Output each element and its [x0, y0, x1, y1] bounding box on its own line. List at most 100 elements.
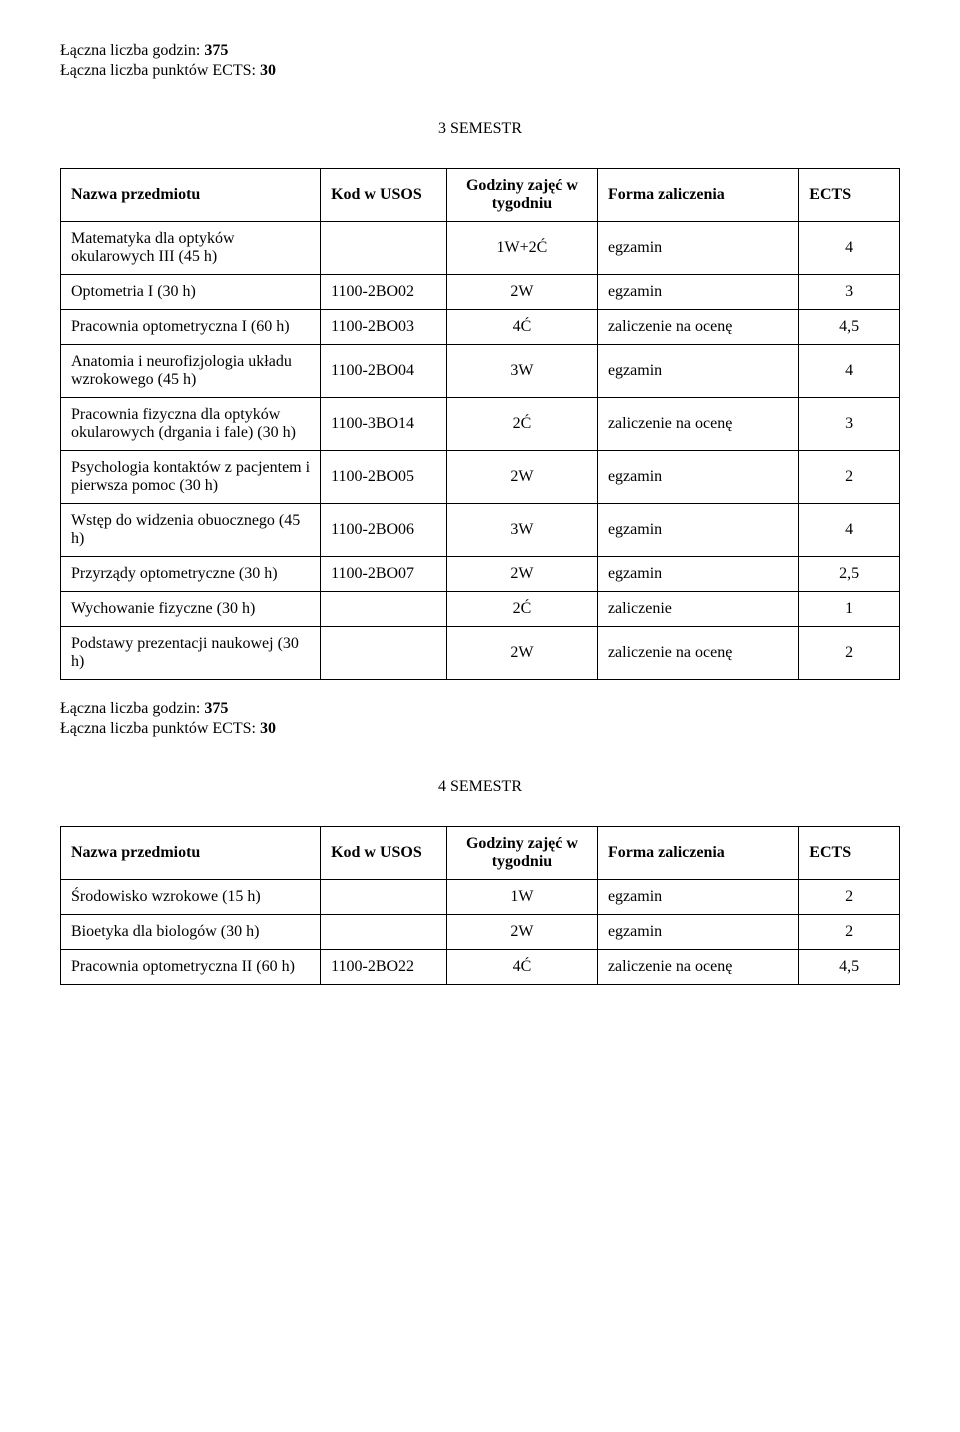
cell-forma: egzamin [597, 557, 798, 592]
col-header-kod: Kod w USOS [321, 827, 447, 880]
cell-name: Matematyka dla optyków okularowych III (… [61, 222, 321, 275]
semester4-table: Nazwa przedmiotu Kod w USOS Godziny zaję… [60, 826, 900, 985]
col-header-godz: Godziny zajęć w tygodniu [446, 827, 597, 880]
cell-godz: 1W [446, 880, 597, 915]
summary-hours-line: Łączna liczba godzin: 375 [60, 42, 900, 60]
cell-ects: 4,5 [799, 310, 900, 345]
summary-hours-value: 375 [204, 700, 228, 717]
col-header-name: Nazwa przedmiotu [61, 827, 321, 880]
cell-godz: 2W [446, 451, 597, 504]
cell-ects: 3 [799, 275, 900, 310]
semester4-heading: 4 SEMESTR [60, 778, 900, 796]
cell-ects: 4 [799, 222, 900, 275]
table-row: Anatomia i neurofizjologia układu wzroko… [61, 345, 900, 398]
cell-name: Podstawy prezentacji naukowej (30 h) [61, 627, 321, 680]
cell-forma: zaliczenie na ocenę [597, 310, 798, 345]
cell-kod: 1100-2BO02 [321, 275, 447, 310]
cell-godz: 4Ć [446, 310, 597, 345]
table-header-row: Nazwa przedmiotu Kod w USOS Godziny zaję… [61, 827, 900, 880]
cell-ects: 2,5 [799, 557, 900, 592]
table-row: Przyrządy optometryczne (30 h)1100-2BO07… [61, 557, 900, 592]
summary-hours-value: 375 [204, 42, 228, 59]
semester3-heading: 3 SEMESTR [60, 120, 900, 138]
cell-kod [321, 592, 447, 627]
table-row: Psychologia kontaktów z pacjentem i pier… [61, 451, 900, 504]
table-row: Pracownia optometryczna II (60 h)1100-2B… [61, 950, 900, 985]
cell-ects: 2 [799, 880, 900, 915]
cell-name: Wychowanie fizyczne (30 h) [61, 592, 321, 627]
cell-forma: egzamin [597, 345, 798, 398]
summary-ects-value: 30 [260, 62, 276, 79]
cell-name: Optometria I (30 h) [61, 275, 321, 310]
col-header-kod: Kod w USOS [321, 169, 447, 222]
summary-ects-label: Łączna liczba punktów ECTS: [60, 62, 256, 79]
cell-kod: 1100-2BO06 [321, 504, 447, 557]
cell-ects: 2 [799, 915, 900, 950]
cell-kod: 1100-2BO07 [321, 557, 447, 592]
cell-name: Przyrządy optometryczne (30 h) [61, 557, 321, 592]
cell-ects: 3 [799, 398, 900, 451]
cell-godz: 3W [446, 345, 597, 398]
table-row: Optometria I (30 h)1100-2BO022Wegzamin3 [61, 275, 900, 310]
cell-kod: 1100-2BO04 [321, 345, 447, 398]
col-header-ects: ECTS [799, 827, 900, 880]
cell-ects: 2 [799, 627, 900, 680]
cell-forma: egzamin [597, 504, 798, 557]
summary-hours-label: Łączna liczba godzin: [60, 700, 200, 717]
cell-name: Pracownia optometryczna I (60 h) [61, 310, 321, 345]
cell-godz: 2W [446, 627, 597, 680]
cell-godz: 2W [446, 915, 597, 950]
cell-forma: zaliczenie na ocenę [597, 627, 798, 680]
semester3-table: Nazwa przedmiotu Kod w USOS Godziny zaję… [60, 168, 900, 680]
cell-name: Pracownia fizyczna dla optyków okularowy… [61, 398, 321, 451]
table-row: Podstawy prezentacji naukowej (30 h) 2Wza… [61, 627, 900, 680]
cell-godz: 3W [446, 504, 597, 557]
cell-name: Środowisko wzrokowe (15 h) [61, 880, 321, 915]
cell-kod [321, 627, 447, 680]
cell-godz: 2Ć [446, 592, 597, 627]
cell-forma: egzamin [597, 880, 798, 915]
summary-ects-value: 30 [260, 720, 276, 737]
cell-godz: 2W [446, 275, 597, 310]
col-header-godz: Godziny zajęć w tygodniu [446, 169, 597, 222]
cell-forma: egzamin [597, 275, 798, 310]
cell-ects: 4 [799, 345, 900, 398]
cell-kod [321, 915, 447, 950]
col-header-forma: Forma zaliczenia [597, 827, 798, 880]
table-row: Pracownia optometryczna I (60 h)1100-2BO… [61, 310, 900, 345]
cell-ects: 1 [799, 592, 900, 627]
cell-forma: zaliczenie na ocenę [597, 950, 798, 985]
summary-ects-label: Łączna liczba punktów ECTS: [60, 720, 256, 737]
cell-name: Psychologia kontaktów z pacjentem i pier… [61, 451, 321, 504]
table-row: Bioetyka dla biologów (30 h) 2Wegzamin2 [61, 915, 900, 950]
cell-godz: 2Ć [446, 398, 597, 451]
cell-godz: 2W [446, 557, 597, 592]
summary-hours-line: Łączna liczba godzin: 375 [60, 700, 900, 718]
summary-hours-label: Łączna liczba godzin: [60, 42, 200, 59]
cell-ects: 2 [799, 451, 900, 504]
cell-forma: egzamin [597, 915, 798, 950]
cell-kod: 1100-2BO05 [321, 451, 447, 504]
summary-ects-line: Łączna liczba punktów ECTS: 30 [60, 720, 900, 738]
col-header-name: Nazwa przedmiotu [61, 169, 321, 222]
cell-forma: egzamin [597, 222, 798, 275]
table-row: Wstęp do widzenia obuocznego (45 h)1100-… [61, 504, 900, 557]
cell-kod [321, 880, 447, 915]
table-row: Matematyka dla optyków okularowych III (… [61, 222, 900, 275]
cell-kod: 1100-2BO22 [321, 950, 447, 985]
table-row: Środowisko wzrokowe (15 h) 1Wegzamin2 [61, 880, 900, 915]
col-header-forma: Forma zaliczenia [597, 169, 798, 222]
cell-name: Anatomia i neurofizjologia układu wzroko… [61, 345, 321, 398]
table-row: Pracownia fizyczna dla optyków okularowy… [61, 398, 900, 451]
cell-forma: zaliczenie [597, 592, 798, 627]
cell-ects: 4 [799, 504, 900, 557]
table-header-row: Nazwa przedmiotu Kod w USOS Godziny zaję… [61, 169, 900, 222]
cell-godz: 1W+2Ć [446, 222, 597, 275]
cell-name: Pracownia optometryczna II (60 h) [61, 950, 321, 985]
cell-forma: egzamin [597, 451, 798, 504]
cell-kod [321, 222, 447, 275]
cell-name: Bioetyka dla biologów (30 h) [61, 915, 321, 950]
cell-forma: zaliczenie na ocenę [597, 398, 798, 451]
cell-godz: 4Ć [446, 950, 597, 985]
cell-kod: 1100-3BO14 [321, 398, 447, 451]
